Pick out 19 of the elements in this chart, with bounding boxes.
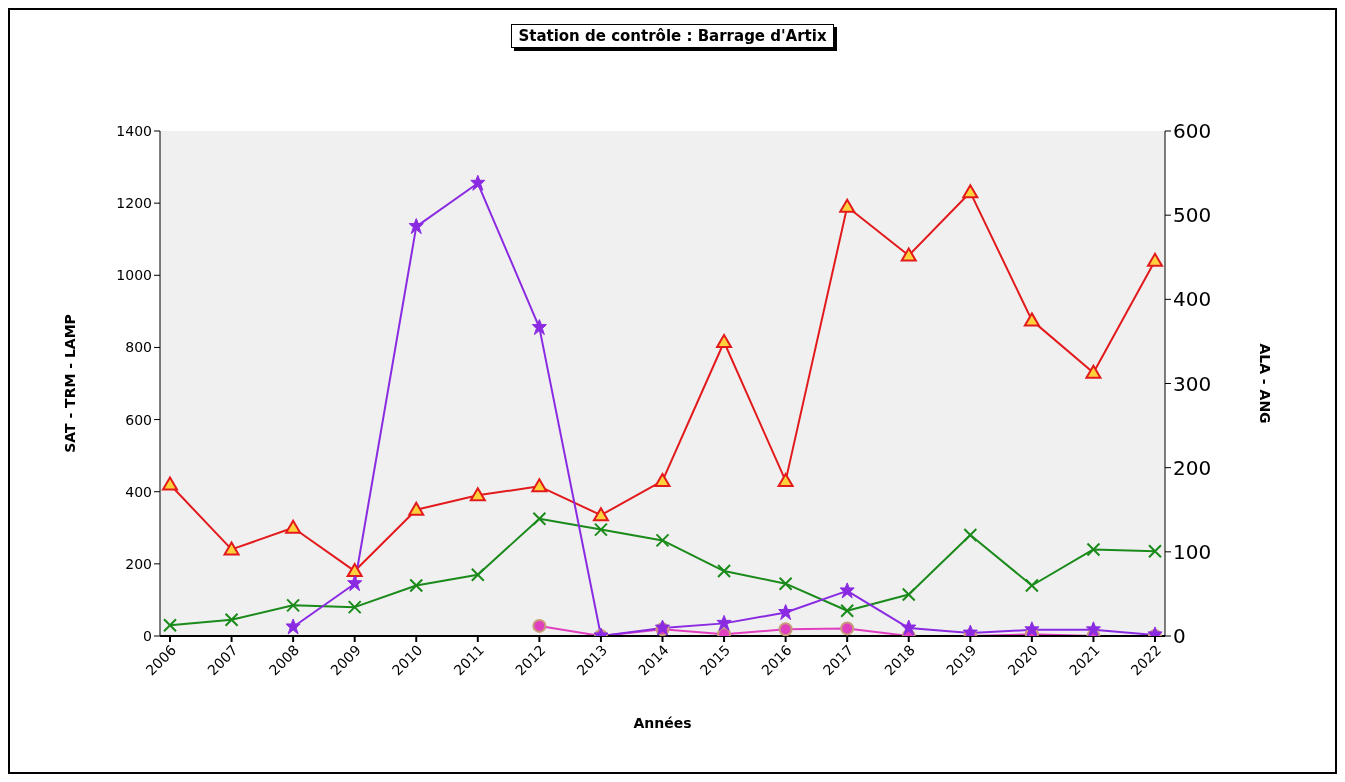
y-tick-label: 1400 (116, 122, 152, 139)
chart-title: Station de contrôle : Barrage d'Artix (511, 24, 834, 48)
y2-tick-label: 400 (1173, 287, 1212, 312)
y2-tick-label: 600 (1173, 119, 1212, 144)
y-tick-label: 0 (143, 627, 152, 644)
y2-tick-label: 0 (1173, 624, 1186, 649)
y2-tick-label: 100 (1173, 539, 1212, 564)
y-tick-label: 200 (125, 555, 152, 572)
y-tick-label: 400 (125, 483, 152, 500)
x-axis-title: Années (632, 715, 693, 731)
y2-tick-label: 200 (1173, 455, 1212, 480)
y-tick-label: 600 (125, 411, 152, 428)
y-tick-label: 1200 (116, 195, 152, 212)
y2-tick-label: 500 (1173, 203, 1212, 228)
y-tick-label: 1000 (116, 267, 152, 284)
y-tick-label: 800 (125, 339, 152, 356)
y-axis-title: SAT - TRM - LAMP (61, 314, 78, 453)
y2-axis-title: ALA - ANG (1257, 343, 1274, 424)
y2-tick-label: 300 (1173, 371, 1212, 396)
